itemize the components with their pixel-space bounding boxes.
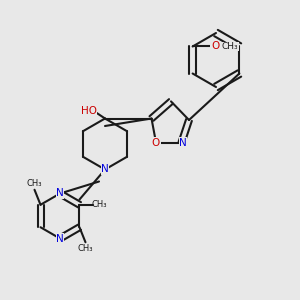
- Text: O: O: [152, 137, 160, 148]
- Text: CH₃: CH₃: [27, 179, 42, 188]
- Text: HO: HO: [80, 106, 97, 116]
- Text: O: O: [211, 41, 219, 52]
- Text: N: N: [179, 137, 187, 148]
- Text: CH₃: CH₃: [91, 200, 107, 209]
- Text: N: N: [101, 164, 109, 175]
- Text: CH₃: CH₃: [222, 42, 238, 51]
- Text: N: N: [56, 233, 64, 244]
- Text: N: N: [56, 188, 64, 199]
- Text: CH₃: CH₃: [78, 244, 93, 253]
